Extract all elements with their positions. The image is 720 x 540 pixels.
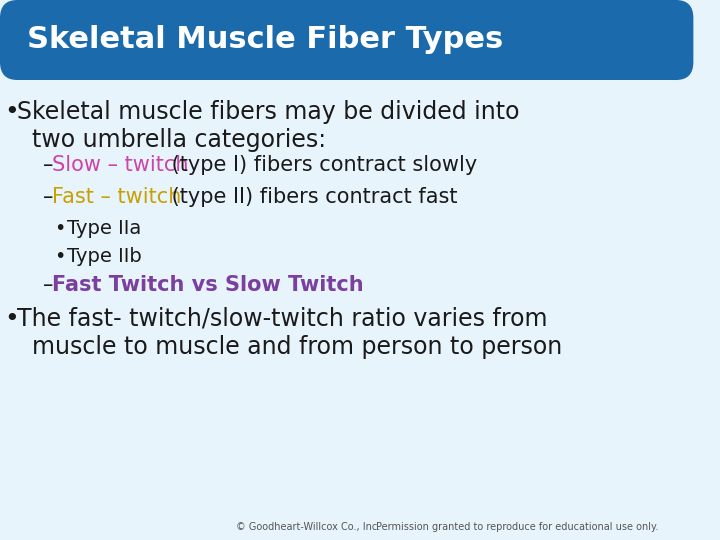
Text: –: – (43, 187, 54, 207)
Text: –: – (43, 275, 54, 295)
Text: –: – (43, 155, 54, 175)
Text: •: • (4, 307, 19, 331)
Text: Type IIb: Type IIb (68, 247, 142, 266)
Text: Skeletal Muscle Fiber Types: Skeletal Muscle Fiber Types (27, 25, 503, 55)
Text: Type IIa: Type IIa (68, 219, 142, 238)
Text: Slow – twitch: Slow – twitch (52, 155, 189, 175)
Text: •: • (4, 100, 19, 124)
Text: The fast- twitch/slow-twitch ratio varies from
  muscle to muscle and from perso: The fast- twitch/slow-twitch ratio varie… (17, 307, 562, 359)
Text: Fast – twitch: Fast – twitch (52, 187, 181, 207)
Text: Fast Twitch vs Slow Twitch: Fast Twitch vs Slow Twitch (52, 275, 364, 295)
Text: •: • (54, 247, 66, 266)
Text: Skeletal muscle fibers may be divided into
  two umbrella categories:: Skeletal muscle fibers may be divided in… (17, 100, 520, 152)
Text: Permission granted to reproduce for educational use only.: Permission granted to reproduce for educ… (376, 522, 658, 532)
Text: (type II) fibers contract fast: (type II) fibers contract fast (165, 187, 457, 207)
FancyBboxPatch shape (0, 0, 693, 80)
Text: (type I) fibers contract slowly: (type I) fibers contract slowly (165, 155, 477, 175)
Text: •: • (54, 219, 66, 238)
Text: © Goodheart-Willcox Co., Inc.: © Goodheart-Willcox Co., Inc. (236, 522, 380, 532)
